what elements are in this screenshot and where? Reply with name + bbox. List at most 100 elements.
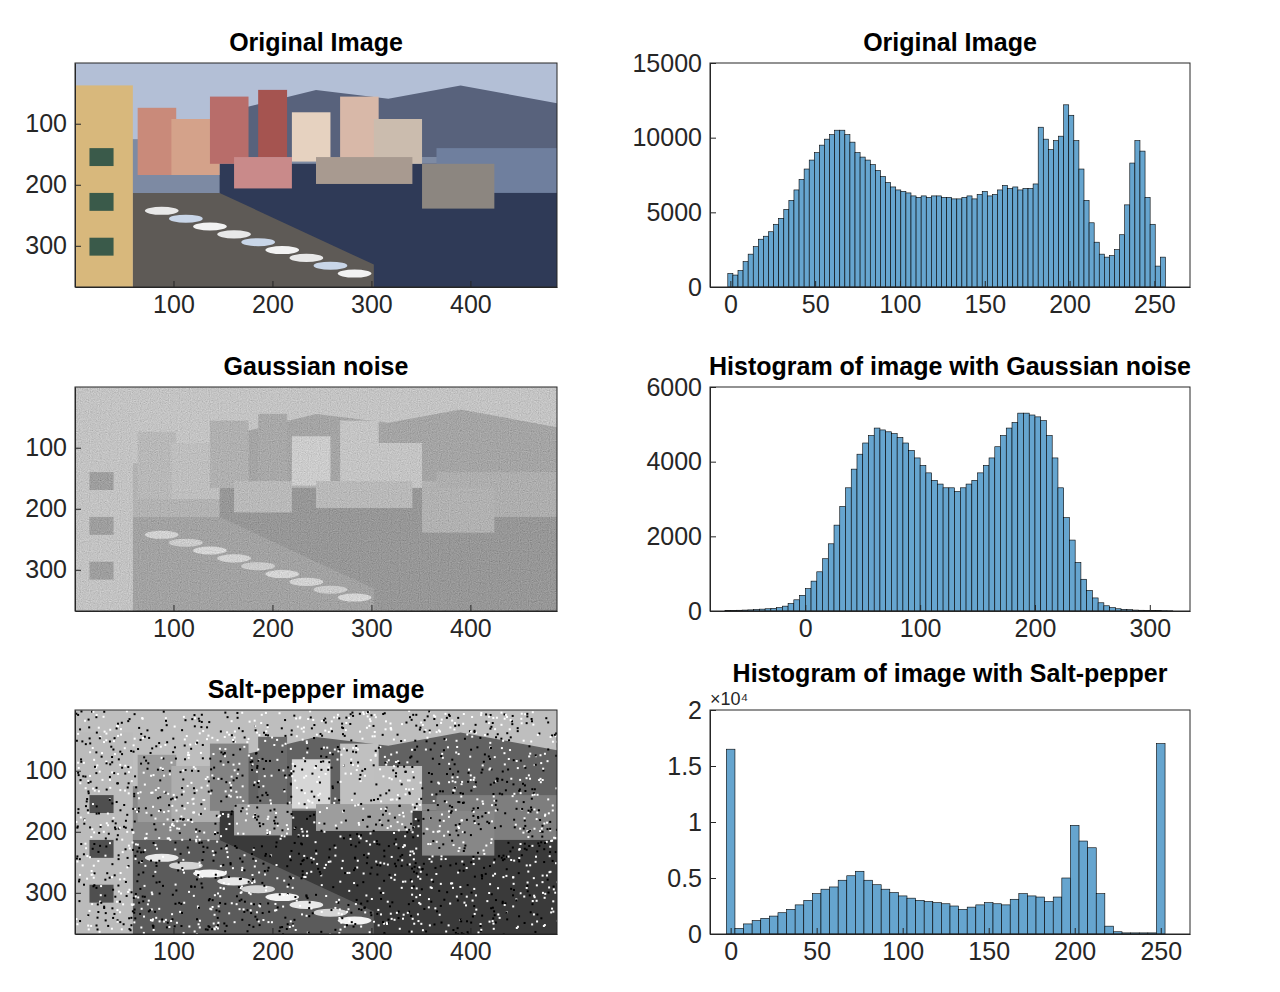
- histogram-bar: [738, 271, 743, 287]
- image-noise-dot: [213, 928, 215, 930]
- image-noise-dot: [281, 727, 283, 729]
- image-noise-dot: [325, 717, 327, 719]
- image-noise-dot: [172, 751, 174, 753]
- image-noise-dot: [192, 812, 194, 814]
- image-noise-dot: [211, 928, 213, 930]
- image-noise-dot: [174, 848, 176, 850]
- image-noise-dot: [517, 767, 519, 769]
- image-noise-dot: [124, 747, 126, 749]
- image-noise-dot: [418, 820, 420, 822]
- image-noise-dot: [176, 796, 178, 798]
- histogram-bar: [955, 492, 961, 611]
- image-noise-dot: [250, 903, 252, 905]
- y-axis-tick-label: 4000: [646, 447, 702, 475]
- y-axis-tick-mark: [75, 570, 81, 571]
- image-noise-dot: [342, 860, 344, 862]
- image-noise-dot: [329, 861, 331, 863]
- image-noise-dot: [435, 873, 437, 875]
- image-noise-dot: [230, 787, 232, 789]
- x-axis-line: [711, 287, 1191, 288]
- image-noise-dot: [362, 819, 364, 821]
- image-noise-dot: [379, 887, 381, 889]
- image-boat: [193, 869, 227, 877]
- image-noise-dot: [246, 741, 248, 743]
- image-building: [340, 744, 379, 811]
- image-noise-dot: [536, 884, 538, 886]
- histogram-bar: [1003, 185, 1008, 287]
- image-noise-dot: [104, 879, 106, 881]
- image-noise-dot: [441, 922, 443, 924]
- image-noise-dot: [394, 879, 396, 881]
- figure: 100200300400100200300Original Image05010…: [0, 0, 1280, 992]
- image-noise-dot: [510, 888, 512, 890]
- histogram-bar: [1028, 188, 1033, 287]
- image-noise-dot: [321, 748, 323, 750]
- image-noise-dot: [180, 903, 182, 905]
- image-noise-dot: [116, 727, 118, 729]
- image-noise-dot: [316, 863, 318, 865]
- image-noise-dot: [180, 853, 182, 855]
- image-noise-dot: [529, 753, 531, 755]
- image-noise-dot: [109, 741, 111, 743]
- image-noise-dot: [411, 931, 413, 933]
- image-noise-dot: [422, 868, 424, 870]
- image-noise-dot: [274, 903, 276, 905]
- image-noise-dot: [555, 851, 557, 853]
- image-noise-dot: [544, 753, 546, 755]
- image-noise-dot: [79, 858, 81, 860]
- x-axis-tick-label: 0: [724, 290, 738, 318]
- image-noise-dot: [334, 907, 336, 909]
- image-noise-dot: [88, 719, 90, 721]
- histogram-bar: [1087, 590, 1093, 611]
- image-noise-dot: [111, 756, 113, 758]
- image-noise-dot: [364, 906, 366, 908]
- image-noise-dot: [518, 872, 520, 874]
- image-noise-dot: [200, 803, 202, 805]
- x-axis-tick-mark: [371, 281, 372, 287]
- image-noise-dot: [388, 759, 390, 761]
- image-noise-dot: [316, 734, 318, 736]
- image-noise-dot: [251, 882, 253, 884]
- image-noise-dot: [450, 812, 452, 814]
- image-noise-dot: [114, 827, 116, 829]
- image-noise-dot: [131, 891, 133, 893]
- image-noise-dot: [328, 767, 330, 769]
- image-boat: [314, 262, 348, 270]
- image-noise-dot: [279, 893, 281, 895]
- image-noise-dot: [140, 733, 142, 735]
- image-noise-dot: [187, 752, 189, 754]
- x-axis-line: [711, 611, 1191, 612]
- image-noise-dot: [461, 781, 463, 783]
- image-noise-dot: [110, 746, 112, 748]
- image-noise-dot: [276, 864, 278, 866]
- histogram-bar: [1041, 421, 1047, 611]
- image-noise-dot: [409, 716, 411, 718]
- image-noise-dot: [259, 822, 261, 824]
- image-noise-dot: [416, 746, 418, 748]
- histogram-bar: [811, 581, 817, 611]
- image-noise-dot: [228, 876, 230, 878]
- image-noise-dot: [184, 758, 186, 760]
- image-noise-dot: [419, 878, 421, 880]
- image-noise-dot: [338, 899, 340, 901]
- image-noise-dot: [554, 892, 556, 894]
- image-noise-dot: [217, 924, 219, 926]
- image-noise-dot: [480, 923, 482, 925]
- y-axis-tick: 100: [25, 433, 81, 461]
- image-noise-dot: [285, 777, 287, 779]
- histogram-bar: [1069, 540, 1075, 611]
- image-noise-dot: [411, 880, 413, 882]
- image-noise-dot: [231, 734, 233, 736]
- image-noise-dot: [130, 917, 132, 919]
- x-axis-tick-label: 0: [799, 614, 813, 642]
- image-noise-dot: [242, 861, 244, 863]
- image-noise-dot: [258, 871, 260, 873]
- image-noise-dot: [329, 752, 331, 754]
- image-noise-dot: [134, 909, 136, 911]
- image-noise-dot: [512, 715, 514, 717]
- histogram-bar: [1018, 413, 1024, 611]
- image-noise-dot: [527, 890, 529, 892]
- image-noise-dot: [542, 875, 544, 877]
- image-noise-dot: [413, 853, 415, 855]
- image-noise-dot: [111, 907, 113, 909]
